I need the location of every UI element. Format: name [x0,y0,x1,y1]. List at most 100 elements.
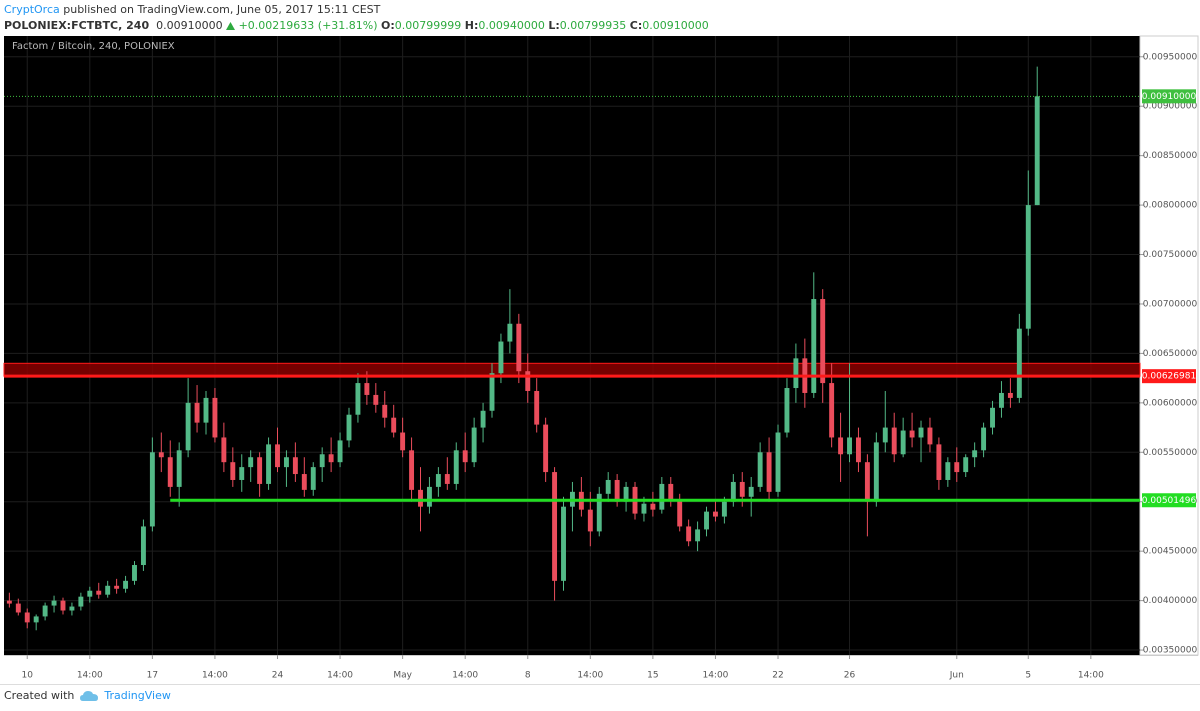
candle-body [1025,205,1031,329]
candle-body [981,427,987,451]
stat-value: 0.00799999 [394,19,462,32]
stat-label: C: [629,19,643,32]
candle-body [748,486,754,497]
candle-body [87,590,93,597]
candle-body [51,600,57,606]
candle-body [140,526,146,566]
candle-body [900,430,906,455]
candle-body [891,427,897,455]
x-tick-label: 5 [1025,671,1031,681]
footer-text: Created with [4,689,75,702]
candle-body [373,394,379,405]
candle-body [507,323,513,342]
candle-body [328,454,334,463]
candle-body [686,526,692,542]
y-tick-label: 0.00850000 [1143,151,1198,161]
candle-body [346,414,352,441]
y-tick-label: 0.00800000 [1143,201,1198,211]
candle-body [15,603,21,613]
last-price-box [1142,89,1196,104]
candle-body [856,437,861,463]
y-tick-label: 0.00750000 [1143,250,1198,260]
x-tick-label: 14:00 [702,671,728,681]
candle-body [784,388,790,433]
candle-body [221,437,227,463]
candle-body [757,452,763,487]
candle-body [42,605,48,617]
candle-body [972,450,978,458]
candle-body [167,457,173,487]
candle-body [301,474,307,490]
candle-body [6,600,12,604]
author[interactable]: CryptOrca [4,3,60,16]
brand[interactable]: TradingView [104,689,171,702]
candle-body [418,489,423,507]
candle-body [829,383,835,438]
candle-body [963,457,969,473]
chart-title: Factom / Bitcoin, 240, POLONIEX [12,41,175,52]
candle-body [552,472,558,581]
candle-body [96,590,102,595]
candle-body [194,402,200,423]
published: published on TradingView.com, June 05, 2… [63,3,381,16]
candle-body [391,417,397,433]
candle-body [1034,96,1040,206]
candle-body [793,358,799,389]
x-tick-label: May [393,671,412,681]
price-axis [1139,35,1199,656]
candle-body [864,462,870,502]
candle-body [480,410,486,428]
candle-body [730,481,736,502]
candle-body [230,462,236,480]
header: CryptOrca published on TradingView.com, … [4,2,709,34]
candle-body [33,616,39,623]
candle-body [319,454,325,468]
candle-body [426,486,432,507]
candle-body [69,606,75,611]
candle-body [614,479,620,502]
candle-body [677,499,683,527]
candle-body [936,444,942,480]
candle-body [364,383,370,395]
candle-body [444,474,450,484]
y-tick-label: 0.00650000 [1143,349,1198,359]
x-tick-label: 17 [147,671,158,681]
candle-body [489,373,495,411]
candle-body [945,462,951,480]
level-label-box [1142,493,1196,508]
candle-body [704,511,709,530]
candle-body [337,440,343,463]
candle-body [310,467,316,490]
candle-body [1016,328,1022,398]
candle-body [114,585,120,589]
plot-background [4,36,1140,655]
candle-body [712,511,718,517]
candle-body [60,600,66,611]
candle-body [766,452,772,492]
candle-body [775,432,781,492]
quote-line: POLONIEX:FCTBTC, 240 0.00910000 +0.00219… [4,18,709,34]
candle-body [24,612,30,623]
candle-body [927,427,933,445]
last: 0.00910000 [156,19,223,32]
candle-body [435,474,441,487]
x-tick-label: 15 [647,671,658,681]
candle-body [283,457,289,468]
candle-body [847,437,852,455]
candle-body [203,397,209,423]
candle-body [838,437,844,455]
candle-body [820,299,826,384]
candle-body [382,404,388,418]
candle-body [212,397,218,438]
candle-body [516,323,522,372]
candle-body [132,565,137,581]
x-tick-label: 14:00 [577,671,603,681]
level-label: 0.00501496 [1142,496,1197,506]
symbol: POLONIEX:FCTBTC, 240 [4,19,150,32]
candle-body [158,452,164,458]
candle-body [596,493,602,532]
candle-body [462,450,468,463]
y-tick-label: 0.00450000 [1143,547,1198,557]
candle-body [990,407,995,428]
